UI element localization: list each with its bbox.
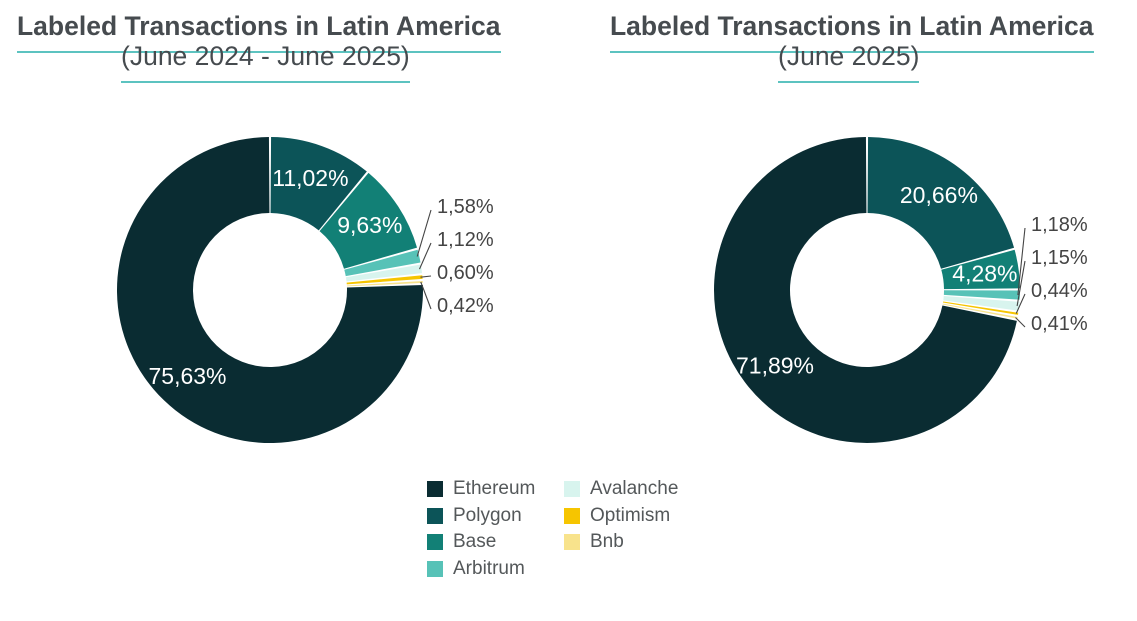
svg-text:71,89%: 71,89% xyxy=(736,353,814,379)
svg-text:75,63%: 75,63% xyxy=(148,363,226,389)
svg-text:4,28%: 4,28% xyxy=(952,261,1017,287)
svg-text:11,02%: 11,02% xyxy=(272,165,348,191)
svg-text:9,63%: 9,63% xyxy=(337,212,402,238)
svg-text:20,66%: 20,66% xyxy=(900,182,978,208)
